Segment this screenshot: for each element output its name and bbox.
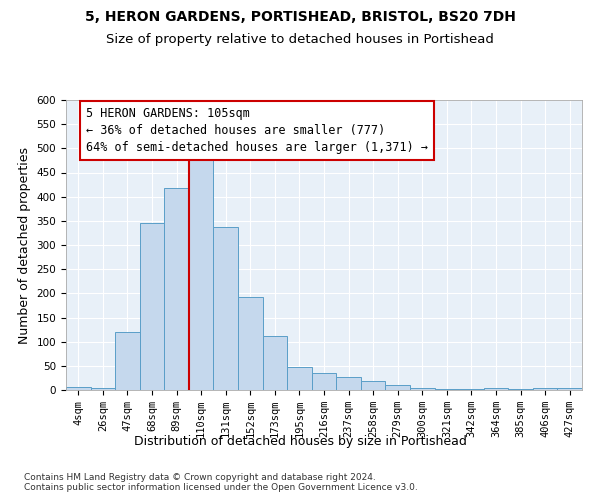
Bar [263, 336, 287, 390]
Bar [533, 388, 557, 390]
Bar [508, 388, 533, 390]
Bar [287, 367, 312, 390]
Bar [361, 381, 385, 390]
Bar [115, 332, 140, 390]
Bar [189, 154, 214, 390]
Text: Contains public sector information licensed under the Open Government Licence v3: Contains public sector information licen… [24, 484, 418, 492]
Y-axis label: Number of detached properties: Number of detached properties [18, 146, 31, 344]
Bar [336, 378, 361, 390]
Bar [214, 226, 238, 390]
Text: Distribution of detached houses by size in Portishead: Distribution of detached houses by size … [134, 435, 466, 448]
Bar [140, 223, 164, 390]
Text: 5, HERON GARDENS, PORTISHEAD, BRISTOL, BS20 7DH: 5, HERON GARDENS, PORTISHEAD, BRISTOL, B… [85, 10, 515, 24]
Text: 5 HERON GARDENS: 105sqm
← 36% of detached houses are smaller (777)
64% of semi-d: 5 HERON GARDENS: 105sqm ← 36% of detache… [86, 108, 428, 154]
Bar [484, 388, 508, 390]
Bar [410, 388, 434, 390]
Bar [164, 188, 189, 390]
Bar [385, 385, 410, 390]
Text: Size of property relative to detached houses in Portishead: Size of property relative to detached ho… [106, 32, 494, 46]
Bar [312, 372, 336, 390]
Bar [238, 297, 263, 390]
Bar [66, 387, 91, 390]
Bar [91, 388, 115, 390]
Bar [459, 388, 484, 390]
Bar [557, 388, 582, 390]
Bar [434, 388, 459, 390]
Text: Contains HM Land Registry data © Crown copyright and database right 2024.: Contains HM Land Registry data © Crown c… [24, 472, 376, 482]
